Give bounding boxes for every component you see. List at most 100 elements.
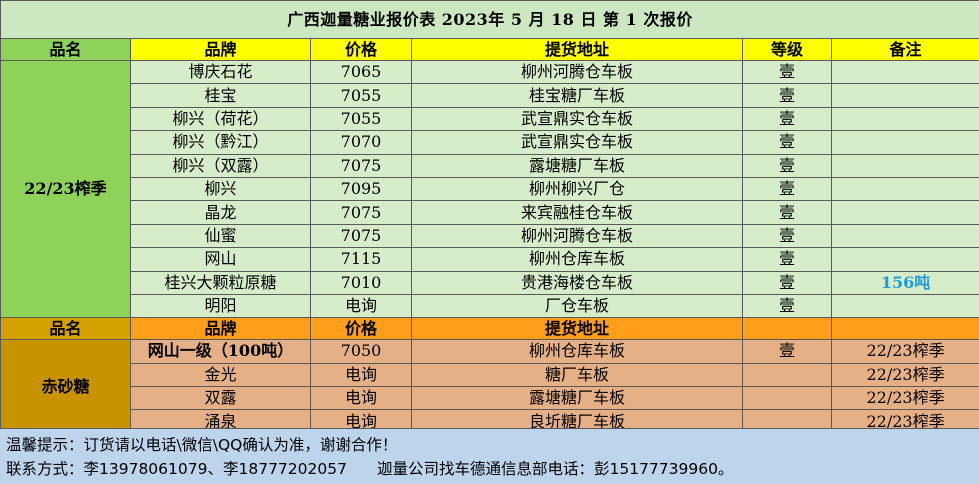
footer-dept: 迦量公司找车德通信息部电话：彭15177739960。 [376,460,734,478]
location-cell: 柳州柳兴厂仓 [411,176,743,202]
price-cell: 7050 [310,339,412,364]
header-remark: 备注 [830,38,979,61]
brand-cell: 柳兴 [130,176,311,202]
remark-cell: 156吨 [830,270,979,295]
brand-cell: 博庆石花 [130,59,311,85]
price-cell: 7115 [310,247,412,272]
header-grade: 等级 [742,38,832,61]
price-cell: 7070 [310,130,412,155]
table-row: 柳兴（荷花） 7055 武宣鼎实仓车板壹 [1,106,979,132]
header-location: 提货地址 [411,38,743,61]
price-cell: 7075 [310,153,412,178]
location-cell: 武宣鼎实仓车板 [411,106,743,132]
grade-cell: 壹 [742,247,832,272]
grade-cell: 壹 [742,270,832,295]
header-remark-empty [830,317,979,341]
brand-cell: 桂兴大颗粒原糖 [130,270,311,295]
title-row: 广西迦量糖业报价表 2023年 5 月 18 日 第 1 次报价 [0,0,979,39]
location-cell: 糖厂车板 [411,362,743,388]
price-cell: 7055 [310,83,412,108]
table-row: 柳兴 7095 柳州柳兴厂仓壹 [1,176,979,202]
table-row: 桂兴大颗粒原糖 7010 贵港海楼仓车板壹 156吨 [1,270,979,295]
header-row-white: 品名 品牌 价格 提货地址 等级 备注 [0,38,979,61]
footer-notes: 温馨提示：订货请以电话\微信\QQ确认为准，谢谢合作！ 联系方式：李139780… [0,428,979,484]
table-row: 明阳 电询 厂仓车板壹 [1,293,979,319]
price-cell: 7065 [310,59,412,85]
remark-cell [830,83,979,108]
grade-cell: 壹 [742,223,832,249]
remark-cell [830,293,979,319]
header-price: 价格 [310,317,412,341]
price-cell: 电询 [310,293,412,319]
brand-cell: 柳兴（荷花） [130,106,311,132]
grade-cell: 壹 [742,106,832,132]
header-category: 品名 [0,38,131,61]
header-category: 品名 [0,317,131,341]
remark-cell [830,176,979,202]
table-row: 晶龙 7075 来宾融桂仓车板壹 [1,200,979,225]
price-cell: 7055 [310,106,412,132]
remark-cell: 22/23榨季 [830,362,979,388]
header-brand: 品牌 [130,317,311,341]
page-title: 广西迦量糖业报价表 2023年 5 月 18 日 第 1 次报价 [0,0,979,39]
footer-contact: 联系方式：李13978061079、李18777202057 [6,460,347,478]
location-cell: 柳州仓库车板 [411,339,743,364]
price-cell: 7010 [310,270,412,295]
brand-cell: 柳兴（黔江） [130,130,311,155]
price-cell: 7075 [310,200,412,225]
brand-cell: 晶龙 [130,200,311,225]
location-cell: 柳州河腾仓车板 [411,59,743,85]
table-row: 柳兴（黔江） 7070 武宣鼎实仓车板壹 [1,130,979,155]
grade-cell: 壹 [742,83,832,108]
category-cell: 赤砂糖 [0,339,131,434]
grade-cell: 壹 [742,200,832,225]
remark-cell [830,130,979,155]
grade-cell: 壹 [742,176,832,202]
price-cell: 电询 [310,362,412,388]
location-cell: 露塘糖厂车板 [411,153,743,178]
location-cell: 柳州仓库车板 [411,247,743,272]
table-row: 双露 电询 露塘糖厂车板 22/23榨季 [1,386,979,411]
brand-cell: 桂宝 [130,83,311,108]
table-row: 22/23榨季 博庆石花 7065 柳州河腾仓车板壹 [0,59,979,319]
table-row: 仙蜜 7075 柳州河腾仓车板壹 [1,223,979,249]
brand-cell: 明阳 [130,293,311,319]
price-table: 广西迦量糖业报价表 2023年 5 月 18 日 第 1 次报价 品名 品牌 价… [0,0,979,434]
remark-cell [830,59,979,85]
brand-cell: 双露 [130,386,311,411]
grade-cell [742,386,832,411]
header-row-red: 品名 品牌 价格 提货地址 [0,317,979,341]
grade-cell: 壹 [742,339,832,364]
remark-cell [830,106,979,132]
brand-cell: 网山 [130,247,311,272]
category-cell: 22/23榨季 [0,59,131,319]
remark-cell [830,247,979,272]
brand-cell: 仙蜜 [130,223,311,249]
remark-cell [830,153,979,178]
brand-cell: 柳兴（双露） [130,153,311,178]
brand-cell: 金光 [130,362,311,388]
grade-cell: 壹 [742,130,832,155]
grade-cell: 壹 [742,59,832,85]
table-row: 赤砂糖 网山一级（100吨） 7050 柳州仓库车板壹 22/23榨季 [0,339,979,434]
grade-cell [742,362,832,388]
location-cell: 贵港海楼仓车板 [411,270,743,295]
location-cell: 露塘糖厂车板 [411,386,743,411]
remark-cell: 22/23榨季 [830,386,979,411]
grade-cell: 壹 [742,153,832,178]
header-location: 提货地址 [411,317,743,341]
grade-cell: 壹 [742,293,832,319]
table-row: 金光 电询 糖厂车板 22/23榨季 [1,362,979,388]
table-row: 桂宝 7055 桂宝糖厂车板壹 [1,83,979,108]
location-cell: 武宣鼎实仓车板 [411,130,743,155]
location-cell: 桂宝糖厂车板 [411,83,743,108]
brand-cell: 网山一级（100吨） [130,339,311,364]
location-cell: 来宾融桂仓车板 [411,200,743,225]
table-row: 网山 7115 柳州仓库车板壹 [1,247,979,272]
table-row: 柳兴（双露） 7075 露塘糖厂车板壹 [1,153,979,178]
location-cell: 柳州河腾仓车板 [411,223,743,249]
price-cell: 7075 [310,223,412,249]
remark-cell: 22/23榨季 [830,339,979,364]
header-price: 价格 [310,38,412,61]
